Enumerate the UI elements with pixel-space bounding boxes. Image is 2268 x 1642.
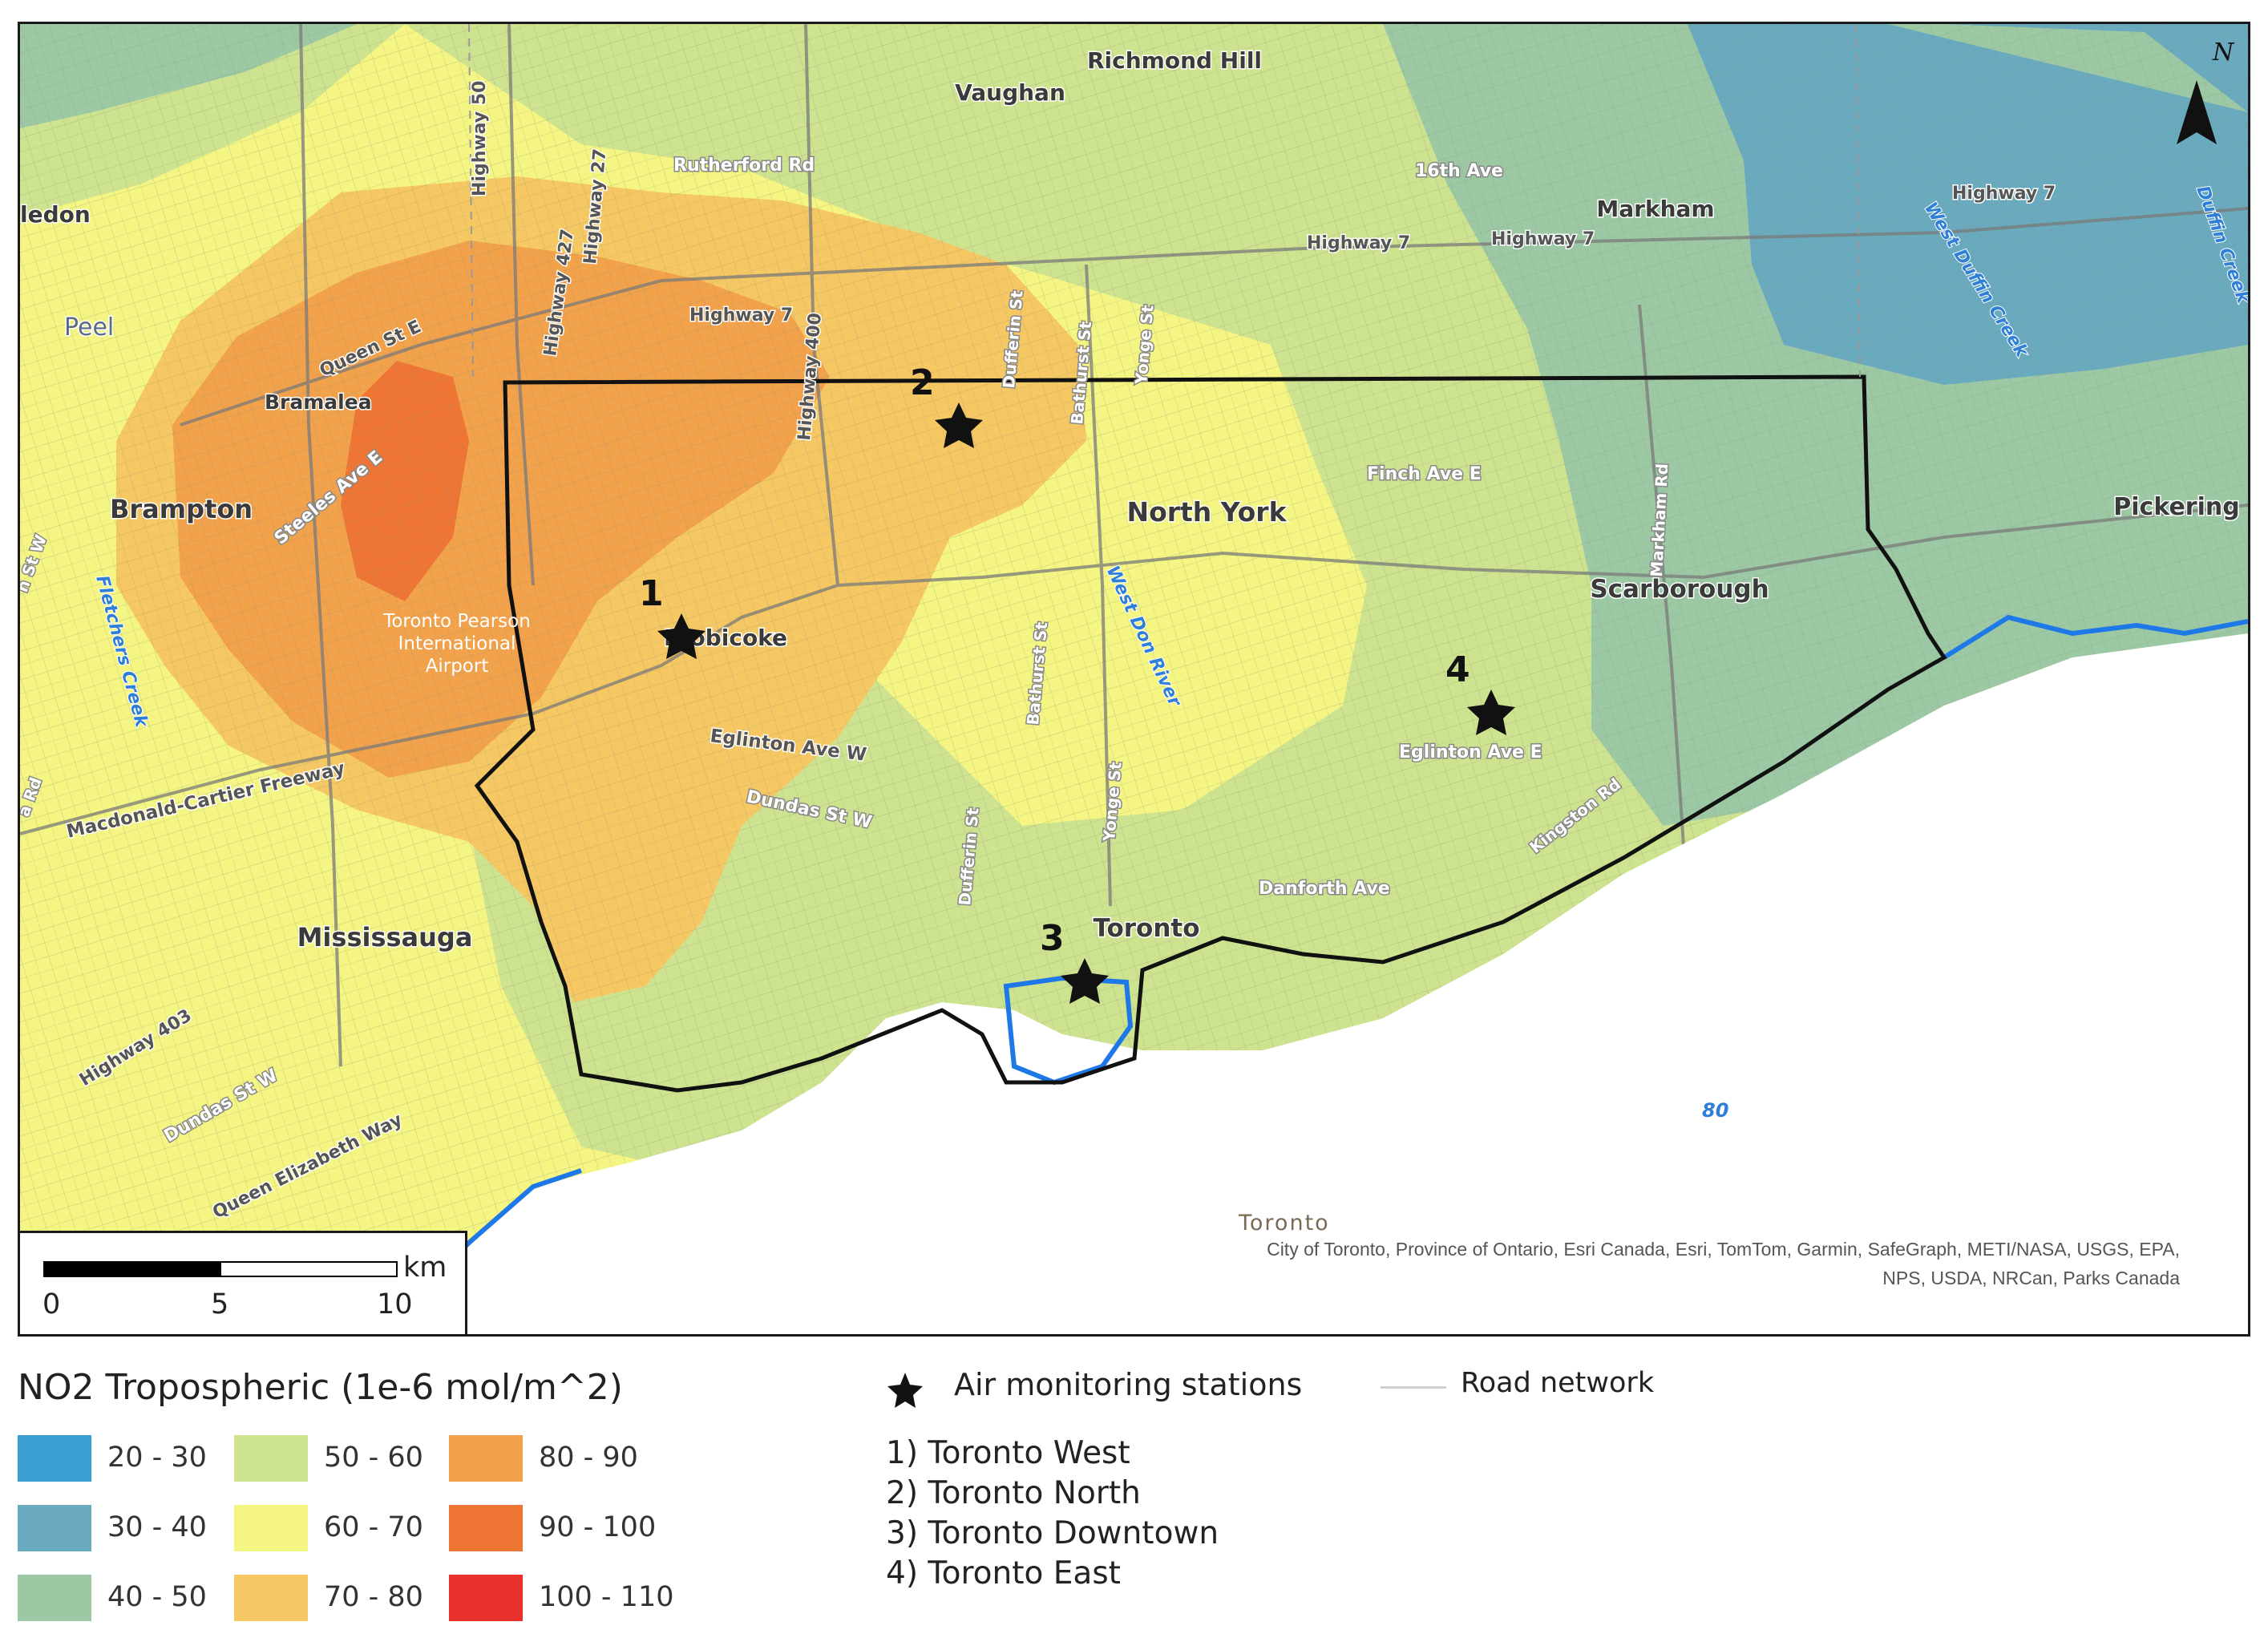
north-arrow-icon — [2177, 80, 2217, 144]
place-bramalea: Bramalea — [265, 390, 372, 414]
legend-title: NO2 Tropospheric (1e-6 mol/m^2) — [18, 1367, 623, 1408]
north-arrow: N — [2177, 38, 2235, 144]
scale-unit: km — [403, 1252, 447, 1284]
road-danforth: Danforth Ave — [1259, 879, 1390, 899]
legend-star-icon — [887, 1373, 923, 1408]
place-mississauga: Mississauga — [297, 922, 473, 952]
legend-station-3: 3) Toronto Downtown — [886, 1515, 1219, 1551]
north-label: N — [2212, 38, 2235, 67]
scale-bar: 0 5 10 km — [20, 1231, 467, 1334]
road-highway7-a: Highway 7 — [689, 305, 793, 326]
legend-stations-title: Air monitoring stations — [954, 1367, 1303, 1402]
toronto-boundary — [474, 374, 1947, 1093]
monitoring-stations[interactable]: 1 2 3 4 — [639, 362, 1515, 1004]
scale-tick-10: 10 — [377, 1288, 413, 1320]
legend-label-20-30: 20 - 30 — [107, 1442, 207, 1474]
station-star-3[interactable] — [1061, 958, 1109, 1004]
station-number-3: 3 — [1040, 918, 1065, 959]
legend-road-network: Road network — [1461, 1367, 1655, 1399]
legend-label-40-50: 40 - 50 — [107, 1581, 207, 1613]
boundary-dashed-east — [1855, 24, 1861, 378]
station-number-1: 1 — [639, 573, 664, 614]
legend-label-30-40: 30 - 40 — [107, 1511, 207, 1543]
road-finch: Finch Ave E — [1367, 464, 1482, 484]
airport-line-2: International — [398, 633, 516, 654]
legend-station-1: 1) Toronto West — [886, 1435, 1130, 1471]
place-vaughan: Vaughan — [955, 79, 1065, 106]
legend-station-4: 4) Toronto East — [886, 1555, 1121, 1591]
legend-road-line — [1381, 1386, 1446, 1389]
legend-label-70-80: 70 - 80 — [324, 1581, 423, 1613]
station-4[interactable]: 4 — [1445, 649, 1515, 735]
legend-swatch-20-30 — [18, 1435, 91, 1482]
place-scarborough: Scarborough — [1590, 575, 1769, 604]
place-pickering: Pickering — [2113, 493, 2239, 521]
legend-swatch-60-70 — [234, 1505, 308, 1551]
road-highway7-b: Highway 7 — [1307, 233, 1410, 253]
station-star-4[interactable] — [1467, 690, 1515, 735]
road-highway50: Highway 50 — [470, 81, 490, 196]
road-16th: 16th Ave — [1415, 161, 1503, 181]
lake-ontario — [389, 633, 2248, 1334]
road-rutherford: Rutherford Rd — [673, 156, 815, 176]
place-markham: Markham — [1596, 196, 1714, 222]
boundary-dashed-west — [468, 24, 474, 378]
attribution-line-2: NPS, USDA, NRCan, Parks Canada — [1882, 1268, 2180, 1288]
legend-label-100-110: 100 - 110 — [539, 1581, 674, 1613]
no2-map[interactable]: Richmond Hill Vaughan Markham ledon Peel… — [20, 24, 2248, 1334]
legend-swatch-100-110 — [449, 1575, 523, 1621]
legend-swatch-80-90 — [449, 1435, 523, 1482]
station-2[interactable]: 2 — [910, 362, 983, 448]
attribution-line-1: City of Toronto, Province of Ontario, Es… — [1267, 1239, 2180, 1260]
station-star-2[interactable] — [935, 402, 983, 448]
legend-label-80-90: 80 - 90 — [539, 1442, 638, 1474]
place-caledon: ledon — [20, 201, 91, 228]
airport-line-3: Airport — [426, 656, 489, 677]
legend-swatch-70-80 — [234, 1575, 308, 1621]
legend-station-2: 2) Toronto North — [886, 1475, 1141, 1511]
legend-label-60-70: 60 - 70 — [324, 1511, 423, 1543]
legend-label-90-100: 90 - 100 — [539, 1511, 657, 1543]
place-peel: Peel — [64, 313, 114, 342]
water-lake-number: 80 — [1702, 1099, 1728, 1122]
legend-swatch-90-100 — [449, 1505, 523, 1551]
place-north-york: North York — [1126, 496, 1287, 528]
map-frame[interactable]: Richmond Hill Vaughan Markham ledon Peel… — [18, 22, 2250, 1337]
station-star-1[interactable] — [657, 613, 705, 659]
legend-swatch-30-40 — [18, 1505, 91, 1551]
station-number-2: 2 — [910, 362, 935, 403]
scale-bar-graphic: 0 5 10 km — [42, 1252, 447, 1320]
place-toronto: Toronto — [1093, 914, 1199, 943]
legend-swatch-50-60 — [234, 1435, 308, 1482]
scale-tick-0: 0 — [42, 1288, 60, 1320]
station-1[interactable]: 1 — [639, 573, 705, 659]
legend-label-50-60: 50 - 60 — [324, 1442, 423, 1474]
major-roads — [20, 24, 2248, 1067]
legend-swatch-40-50 — [18, 1575, 91, 1621]
road-highway7-c: Highway 7 — [1491, 229, 1595, 249]
credits-place-label: Toronto — [1239, 1211, 1330, 1236]
scale-tick-5: 5 — [211, 1288, 228, 1320]
place-richmond-hill: Richmond Hill — [1087, 47, 1262, 74]
airport-line-1: Toronto Pearson — [382, 611, 531, 632]
place-airport: Toronto Pearson International Airport — [382, 611, 531, 677]
station-number-4: 4 — [1445, 649, 1470, 690]
road-eglinton-e: Eglinton Ave E — [1399, 742, 1542, 762]
station-3[interactable]: 3 — [1040, 918, 1109, 1004]
attribution: City of Toronto, Province of Ontario, Es… — [1057, 1235, 2180, 1292]
road-highway7-d: Highway 7 — [1952, 184, 2056, 204]
place-brampton: Brampton — [110, 494, 253, 524]
